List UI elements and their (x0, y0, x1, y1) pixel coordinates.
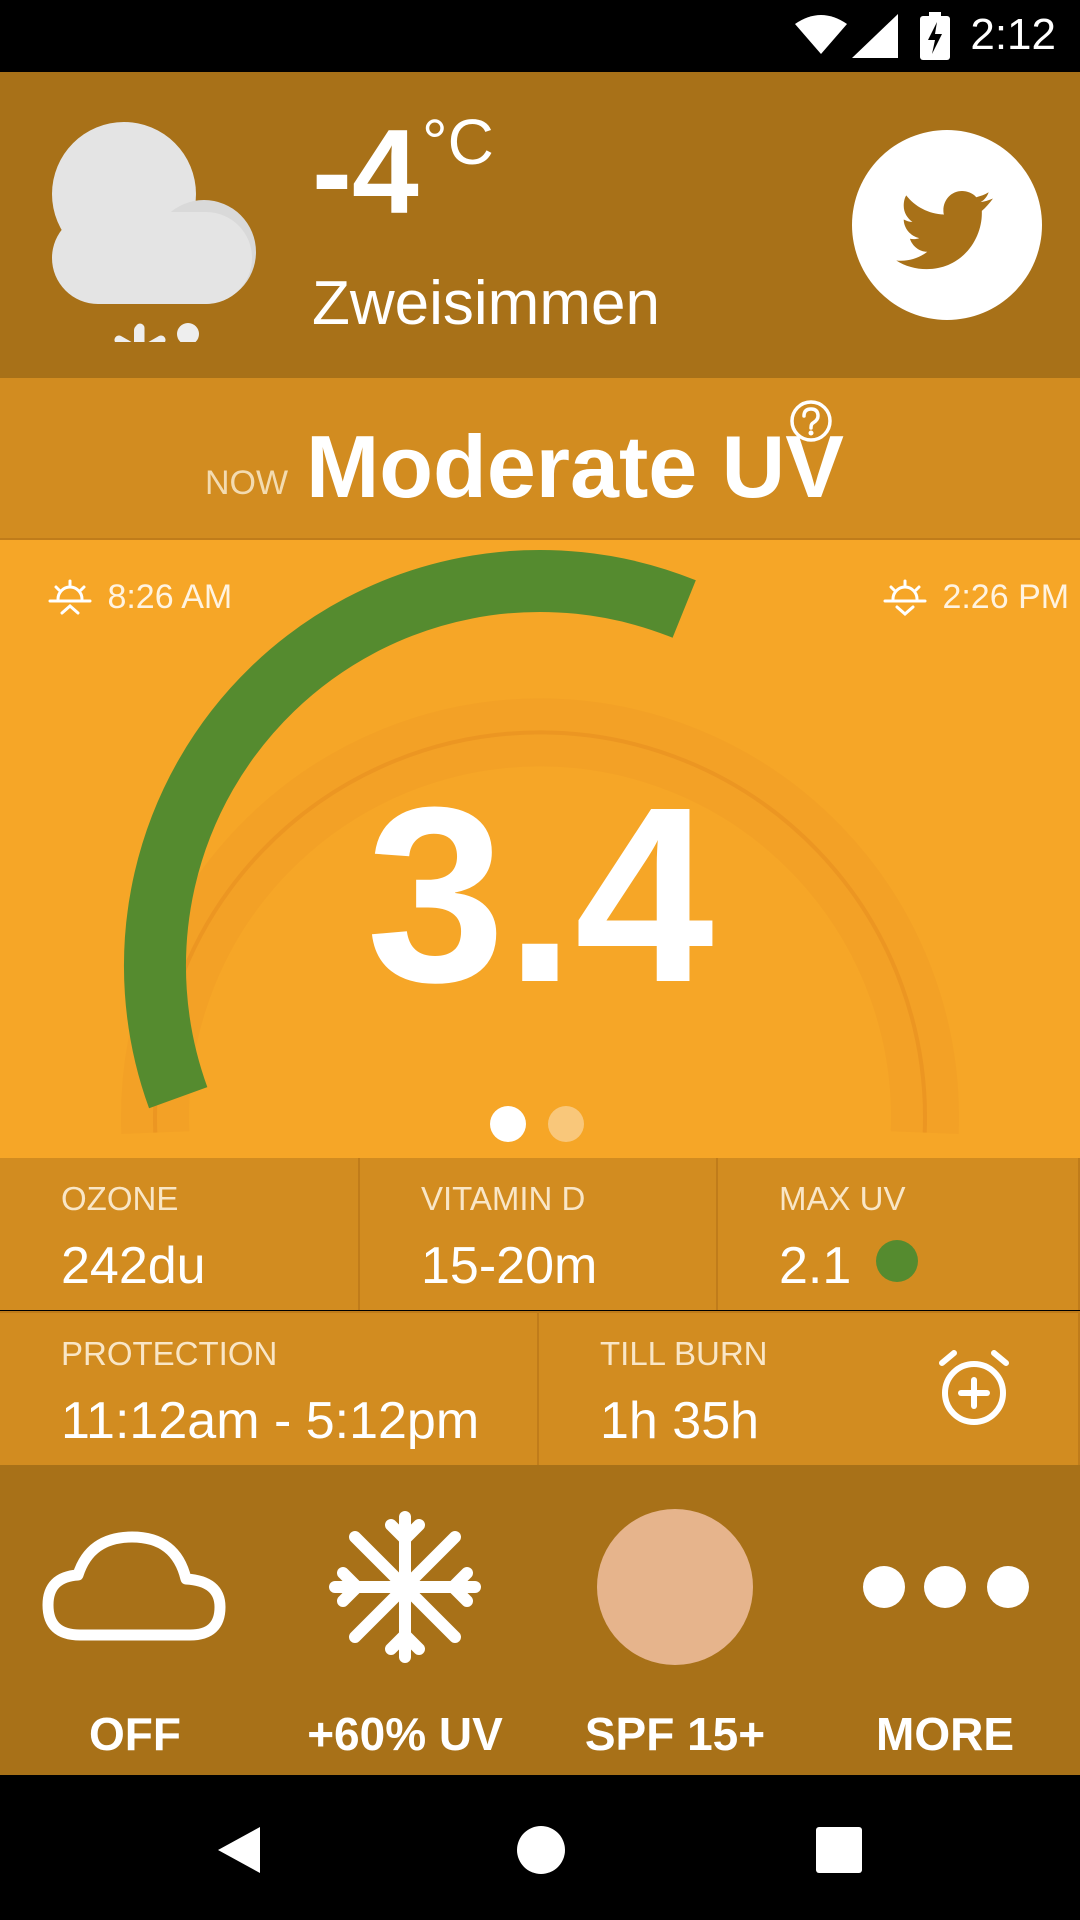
help-icon[interactable] (788, 398, 834, 444)
more-icon (863, 1566, 1029, 1608)
cloud-icon (42, 1531, 226, 1641)
ozone-label: OZONE (61, 1180, 179, 1217)
vitamin-d-value: 15-20m (421, 1237, 598, 1295)
recents-icon[interactable] (816, 1827, 862, 1873)
ozone-value: 242du (61, 1237, 206, 1295)
back-icon[interactable] (214, 1825, 264, 1875)
action-skin-type[interactable]: SPF 15+ (540, 1465, 810, 1775)
action-bar: OFF +60% UV SPF 15+ MORE (0, 1465, 1080, 1775)
status-bar: 2:12 (0, 0, 1080, 72)
temperature-unit: °C (422, 106, 494, 178)
sunrise-icon (48, 579, 92, 615)
max-uv-status-dot (876, 1240, 918, 1282)
snow-cloud-icon (52, 122, 256, 342)
uv-summary-bar: NOW Moderate UV (0, 378, 1080, 540)
vitamin-d-cell: VITAMIN D 15-20m (360, 1158, 718, 1310)
weather-header: -4 °C Zweisimmen (0, 72, 1080, 378)
till-burn-label: TILL BURN (600, 1335, 768, 1372)
stats-row-2: PROTECTION 11:12am - 5:12pm TILL BURN 1h… (0, 1311, 1080, 1467)
system-nav-bar (0, 1775, 1080, 1920)
temperature: -4 (312, 105, 419, 239)
max-uv-cell: MAX UV 2.1 (718, 1158, 1080, 1310)
protection-label: PROTECTION (61, 1335, 278, 1372)
location-name: Zweisimmen (312, 269, 660, 338)
vitamin-d-label: VITAMIN D (421, 1180, 586, 1217)
action-cloud-off[interactable]: OFF (0, 1465, 270, 1775)
sunset-time: 2:26 PM (883, 578, 1069, 619)
till-burn-cell: TILL BURN 1h 35h (539, 1313, 1080, 1467)
page-indicator[interactable] (490, 1106, 606, 1147)
action-snow-uv[interactable]: +60% UV (270, 1465, 540, 1775)
alarm-add-icon[interactable] (934, 1349, 1014, 1429)
uv-gauge[interactable]: 8:26 AM 2:26 PM 3.4 (0, 540, 1080, 1158)
sunrise-time-text: 8:26 AM (107, 578, 233, 616)
till-burn-value: 1h 35h (600, 1392, 760, 1450)
action-more[interactable]: MORE (810, 1465, 1080, 1775)
now-label: NOW (205, 464, 289, 502)
protection-cell: PROTECTION 11:12am - 5:12pm (0, 1313, 539, 1467)
ozone-cell: OZONE 242du (0, 1158, 360, 1310)
sunrise-time: 8:26 AM (48, 578, 232, 619)
signal-icon (852, 14, 898, 58)
status-time: 2:12 (970, 10, 1056, 59)
snowflake-icon (329, 1511, 481, 1663)
home-icon[interactable] (516, 1825, 566, 1875)
action-label-more: MORE (876, 1708, 1014, 1760)
skin-tone-icon (597, 1509, 753, 1665)
action-label-uv: +60% UV (307, 1708, 503, 1760)
page-dot-1[interactable] (490, 1106, 526, 1142)
sunset-time-text: 2:26 PM (942, 578, 1070, 616)
uv-index-value: 3.4 (366, 755, 714, 1034)
uv-gauge-arc (121, 549, 959, 1134)
protection-value: 11:12am - 5:12pm (61, 1392, 480, 1450)
sunset-icon (883, 579, 927, 617)
max-uv-value: 2.1 (779, 1237, 852, 1295)
max-uv-label: MAX UV (779, 1180, 906, 1217)
action-label-off: OFF (89, 1708, 181, 1760)
stats-row-1: OZONE 242du VITAMIN D 15-20m MAX UV 2.1 (0, 1158, 1080, 1310)
page-dot-2[interactable] (548, 1106, 584, 1142)
uv-gauge-fill (123, 549, 696, 1109)
battery-icon (920, 12, 950, 60)
uv-level: Moderate UV (306, 417, 844, 516)
action-label-spf: SPF 15+ (584, 1708, 766, 1760)
twitter-icon (896, 191, 993, 270)
wifi-icon (795, 15, 847, 54)
twitter-share-button[interactable] (852, 130, 1042, 320)
